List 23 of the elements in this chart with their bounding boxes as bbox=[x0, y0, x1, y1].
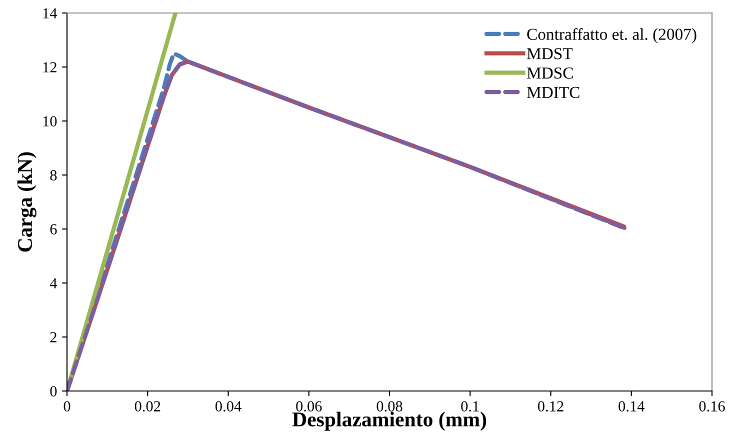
y-tick-label: 4 bbox=[50, 278, 58, 288]
y-tick-label: 8 bbox=[50, 170, 57, 180]
x-tick-label: 0.02 bbox=[134, 401, 160, 412]
x-tick-label: 0.1 bbox=[461, 401, 479, 412]
x-tick-label: 0.16 bbox=[699, 401, 725, 412]
legend-label: MDST bbox=[526, 48, 573, 60]
x-tick-label: 0.06 bbox=[296, 401, 322, 412]
y-tick-label: 10 bbox=[43, 116, 57, 126]
y-axis-title: Carga (kN) bbox=[17, 152, 36, 252]
y-tick-label: 0 bbox=[50, 386, 57, 396]
legend-label: MDSC bbox=[526, 67, 573, 79]
legend-label: MDITC bbox=[526, 86, 580, 98]
y-tick-label: 6 bbox=[50, 224, 57, 234]
x-axis-title: Desplazamiento (mm) bbox=[292, 412, 486, 431]
y-tick-label: 2 bbox=[50, 332, 56, 342]
legend-label: Contraffatto et. al. (2007) bbox=[527, 28, 696, 44]
x-tick-label: 0.04 bbox=[215, 401, 242, 412]
y-tick-label: 12 bbox=[43, 62, 56, 72]
x-tick-label: 0.08 bbox=[376, 401, 402, 412]
x-tick-label: 0 bbox=[64, 401, 70, 412]
x-tick-label: 0.14 bbox=[618, 401, 645, 412]
x-tick-label: 0.12 bbox=[538, 401, 564, 412]
y-tick-label: 14 bbox=[43, 8, 58, 18]
